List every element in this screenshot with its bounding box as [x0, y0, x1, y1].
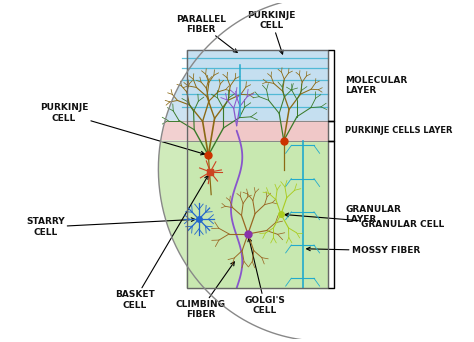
- Polygon shape: [165, 50, 204, 121]
- Polygon shape: [158, 141, 204, 288]
- Text: PURKINJE
CELL: PURKINJE CELL: [40, 103, 204, 155]
- Text: STARRY
CELL: STARRY CELL: [26, 218, 195, 237]
- Text: CLIMBING
FIBER: CLIMBING FIBER: [176, 262, 234, 319]
- Text: PURKINJE CELLS LAYER: PURKINJE CELLS LAYER: [345, 126, 453, 135]
- Text: GRANULAR
LAYER: GRANULAR LAYER: [345, 205, 401, 224]
- Text: BASKET
CELL: BASKET CELL: [115, 175, 208, 310]
- Text: MOSSY FIBER: MOSSY FIBER: [307, 246, 420, 255]
- Polygon shape: [161, 121, 187, 141]
- Text: MOLECULAR
LAYER: MOLECULAR LAYER: [345, 76, 407, 95]
- Text: GRANULAR CELL: GRANULAR CELL: [285, 213, 444, 228]
- Text: PARALLEL
FIBER: PARALLEL FIBER: [176, 15, 237, 52]
- Text: GOLGI'S
CELL: GOLGI'S CELL: [245, 238, 285, 315]
- Text: PURKINJE
CELL: PURKINJE CELL: [247, 11, 296, 54]
